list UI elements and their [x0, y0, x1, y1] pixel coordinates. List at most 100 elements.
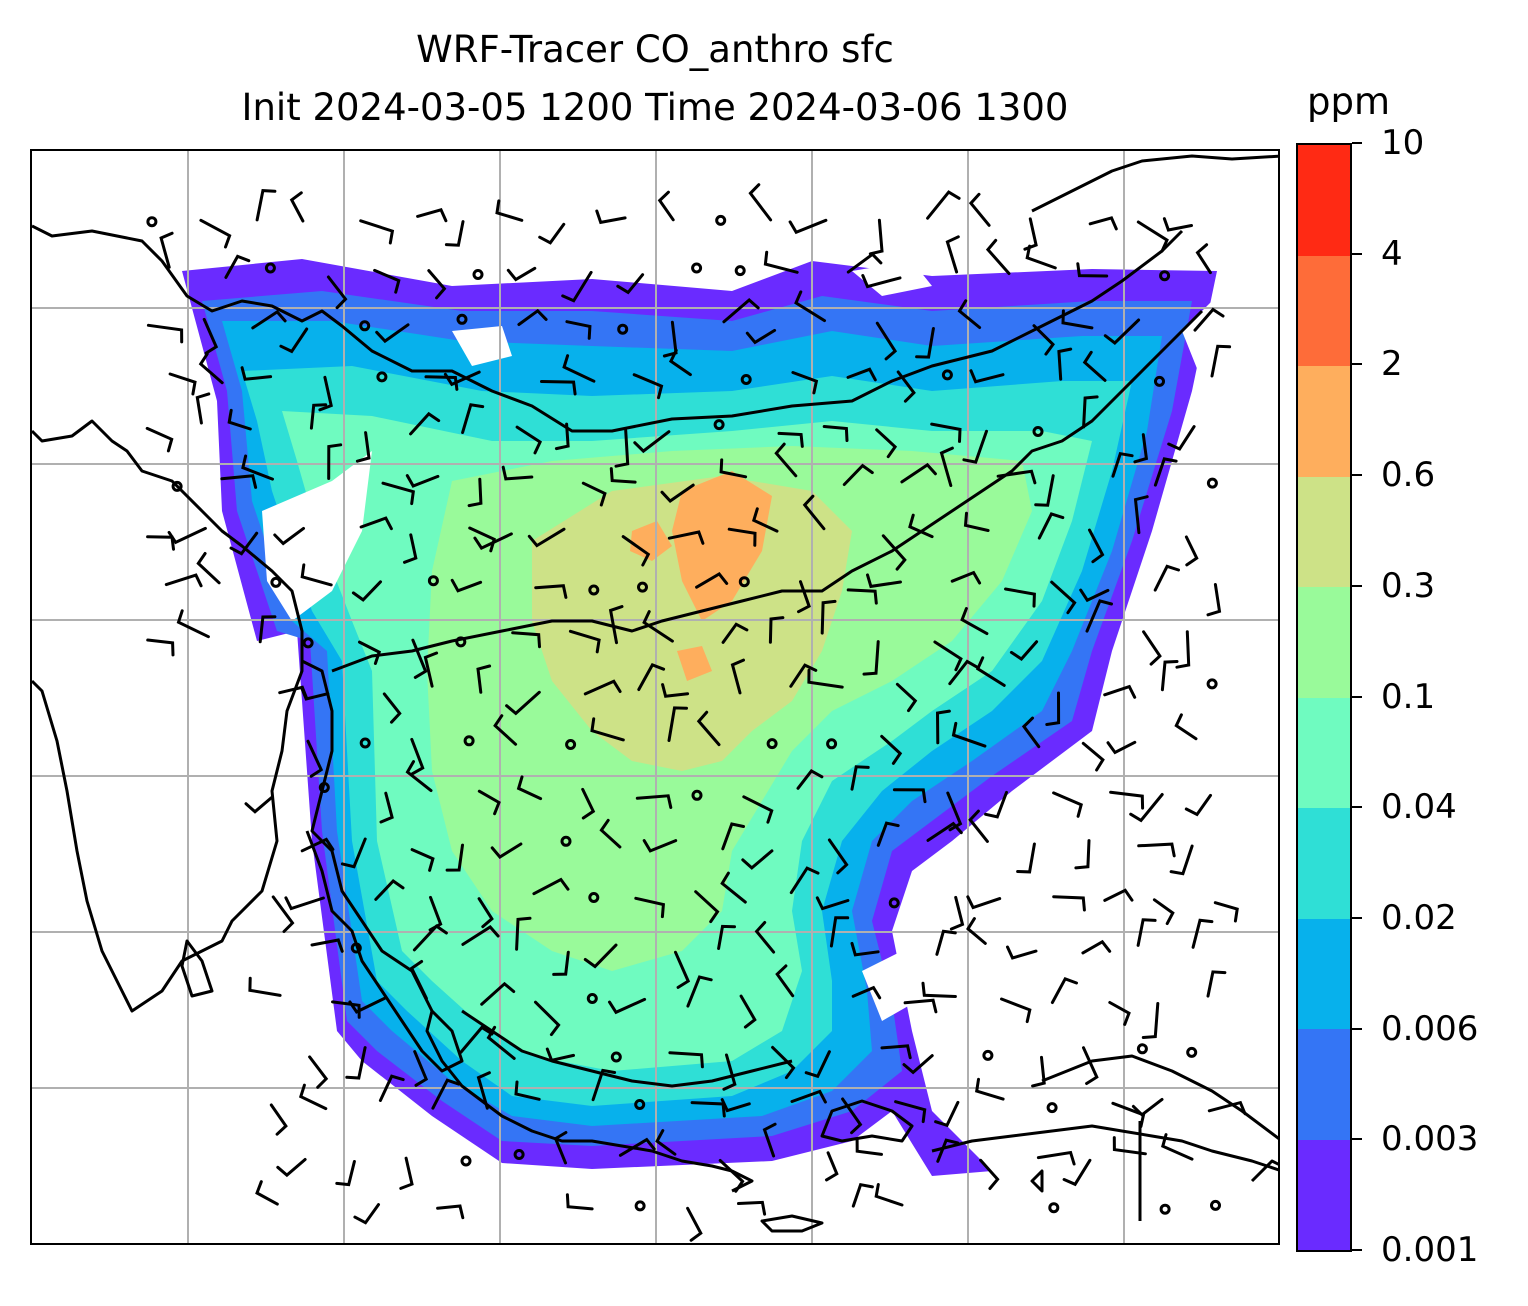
wind-barb [975, 656, 1006, 687]
wind-barb [1076, 262, 1109, 278]
wind-barb [1137, 842, 1176, 858]
field-band-7b [630, 521, 672, 561]
wind-barb [618, 1137, 656, 1157]
wind-barb [534, 1000, 561, 1037]
wind-barb [583, 679, 622, 696]
wind-barb [842, 463, 874, 486]
colorbar-tick [1352, 916, 1362, 919]
calm-wind-marker [560, 835, 572, 847]
wind-barb [565, 1193, 594, 1211]
colorbar-tick-label: 4 [1381, 233, 1403, 274]
colorbar-tick-label: 0.04 [1381, 787, 1457, 828]
colorbar-segment [1298, 697, 1350, 808]
wind-barb [381, 481, 415, 506]
wind-barb [717, 924, 736, 950]
wind-barb [1006, 945, 1038, 960]
wind-barb [966, 895, 1002, 910]
wind-barb [1082, 395, 1099, 429]
wind-barb [876, 821, 900, 847]
wind-barb [827, 838, 849, 875]
wind-barb [1206, 583, 1222, 617]
calm-wind-marker [1206, 477, 1218, 489]
wind-barb [934, 1100, 960, 1128]
wind-barb [1081, 939, 1112, 955]
wind-barb [348, 996, 388, 1014]
wind-barb [480, 981, 516, 1006]
wind-barb [410, 737, 425, 776]
wind-barb [915, 327, 935, 359]
wind-barb [949, 895, 965, 931]
wind-barb [862, 640, 880, 676]
wind-barb [875, 321, 898, 361]
wind-barb [1082, 350, 1107, 382]
wind-barb [797, 580, 811, 614]
wind-barb [198, 352, 224, 385]
wind-barb [1106, 740, 1137, 755]
wind-barb [771, 1045, 796, 1080]
calm-wind-marker [740, 374, 752, 385]
wind-barb [241, 454, 274, 481]
calm-wind-marker [1048, 1202, 1060, 1214]
wind-barb [202, 317, 219, 355]
calm-wind-marker [376, 371, 388, 383]
wind-barb [721, 622, 749, 644]
wind-barb [276, 1158, 307, 1178]
calm-wind-marker [826, 738, 838, 750]
wind-barb [1109, 790, 1145, 810]
wind-barb [581, 787, 596, 820]
calm-wind-marker [713, 419, 725, 431]
wind-barb [903, 998, 938, 1014]
wind-barb [1050, 976, 1078, 1004]
colorbar-tick-label: 0.003 [1381, 1119, 1479, 1160]
wind-barb [591, 1068, 617, 1102]
wind-barb [373, 268, 401, 294]
wind-barb [227, 408, 252, 431]
wind-barb [957, 299, 982, 329]
wind-barb [963, 511, 990, 532]
wind-barb [930, 422, 962, 443]
wind-barb [1111, 452, 1134, 478]
wind-barb [476, 664, 492, 694]
wind-barb [820, 599, 837, 635]
wind-barb [926, 821, 963, 842]
wind-barb [562, 354, 596, 383]
wind-barb [894, 1100, 927, 1124]
colorbar-tick [1352, 474, 1362, 477]
wind-barb [962, 429, 988, 464]
map-panel [30, 149, 1280, 1245]
wind-barb [410, 848, 435, 872]
wind-barb [251, 309, 287, 330]
wind-barb [737, 1200, 767, 1216]
wind-barb [583, 943, 618, 969]
calm-wind-marker [766, 738, 778, 750]
wind-barb [946, 791, 963, 832]
wind-barb [1081, 741, 1105, 772]
wind-barb [950, 570, 982, 585]
wind-barb [355, 431, 371, 463]
wind-barb [1074, 839, 1091, 870]
colorbar-tick-label: 0.1 [1381, 676, 1436, 717]
wind-barb [326, 275, 348, 310]
wind-barb [459, 1025, 494, 1054]
wind-barb [984, 790, 1008, 819]
calm-wind-marker [691, 789, 703, 801]
colorbar-tick [1352, 1027, 1362, 1030]
wind-barb [846, 252, 883, 274]
wind-barb [552, 950, 570, 976]
wind-barb [289, 191, 305, 223]
colorbar-tick [1352, 1249, 1362, 1251]
wind-barb [1079, 588, 1110, 603]
wind-barb [271, 895, 295, 933]
wind-barb [695, 572, 729, 589]
wind-barb [345, 1046, 367, 1080]
wind-barb [358, 640, 382, 665]
wind-barb [1161, 1133, 1194, 1161]
wind-barb [450, 578, 483, 593]
wind-barb [248, 976, 282, 997]
wind-barb [742, 795, 774, 824]
wind-barb [1131, 1097, 1164, 1117]
wind-barb [300, 686, 330, 701]
wind-barb [660, 483, 695, 503]
wind-barb [936, 1138, 960, 1163]
wind-barb [164, 573, 203, 588]
